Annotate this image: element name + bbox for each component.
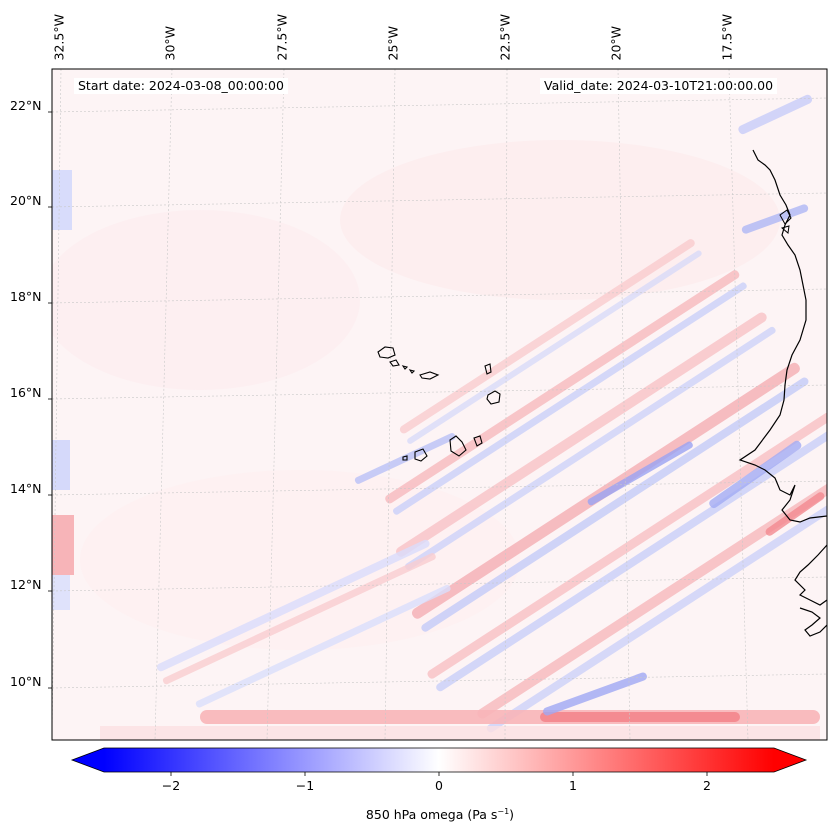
lat-label-10n: 10°N bbox=[10, 674, 42, 689]
lon-label-32-5w: 32.5°W bbox=[51, 14, 67, 61]
lon-label-30w: 30°W bbox=[162, 25, 178, 61]
lat-label-14n: 14°N bbox=[10, 481, 42, 496]
valid-date-label: Valid_date: 2024-03-10T21:00:00.00 bbox=[540, 78, 778, 94]
colorbar-extend-max bbox=[774, 748, 806, 772]
colorbar-gradient bbox=[104, 748, 774, 772]
graticule bbox=[52, 69, 827, 740]
lat-label-20n: 20°N bbox=[10, 193, 42, 208]
cape-verde-islands bbox=[377, 346, 501, 462]
lat-label-18n: 18°N bbox=[10, 289, 42, 304]
map-border bbox=[51, 68, 828, 741]
lon-label-22-5w: 22.5°W bbox=[497, 14, 513, 61]
colorbar-tick-label: 0 bbox=[435, 778, 443, 793]
start-date-label: Start date: 2024-03-08_00:00:00 bbox=[74, 78, 288, 94]
lon-label-20w: 20°W bbox=[608, 25, 624, 61]
colorbar-tick-label: −1 bbox=[295, 778, 315, 793]
lat-ticks bbox=[48, 111, 52, 689]
colorbar-extend-min bbox=[72, 748, 104, 772]
lon-label-25w: 25°W bbox=[385, 25, 401, 61]
colorbar bbox=[70, 747, 808, 776]
lat-label-22n: 22°N bbox=[10, 98, 42, 113]
lat-label-12n: 12°N bbox=[10, 577, 42, 592]
africa-coastline bbox=[738, 149, 827, 637]
lon-label-27-5w: 27.5°W bbox=[274, 14, 290, 61]
lon-label-17-5w: 17.5°W bbox=[719, 14, 735, 61]
omega-field bbox=[52, 69, 827, 740]
colorbar-tick-label: −2 bbox=[161, 778, 181, 793]
colorbar-tick-label: 1 bbox=[569, 778, 577, 793]
colorbar-tick-label: 2 bbox=[703, 778, 711, 793]
lat-label-16n: 16°N bbox=[10, 385, 42, 400]
colorbar-label: 850 hPa omega (Pa s−1) bbox=[365, 807, 515, 823]
